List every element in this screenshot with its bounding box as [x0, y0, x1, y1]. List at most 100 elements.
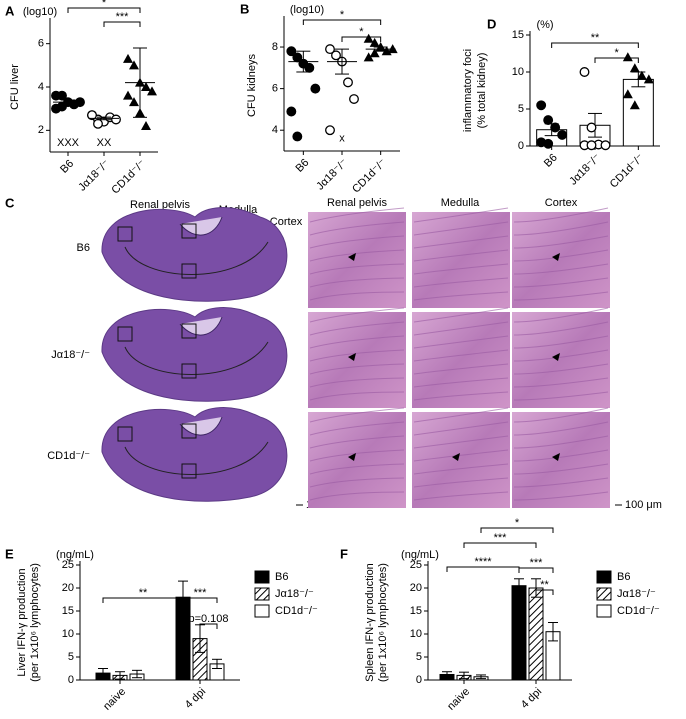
tissue-fiber — [413, 407, 509, 423]
tissue-fiber — [513, 449, 609, 462]
tissue-fiber — [513, 491, 609, 501]
column-label: Medulla — [441, 197, 480, 209]
region-box — [117, 226, 133, 242]
panel-letter: B — [240, 1, 249, 16]
tissue-fiber — [413, 277, 509, 288]
x-tick-label: B6 — [294, 157, 312, 175]
significance-label: ** — [591, 32, 600, 44]
legend-label: B6 — [275, 571, 288, 583]
legend-swatch — [254, 604, 270, 618]
data-point — [369, 48, 380, 58]
y-tick-label: 25 — [410, 559, 422, 571]
y-tick-label: 8 — [272, 41, 278, 53]
y-axis-label: CFU liver — [9, 64, 21, 110]
data-point — [543, 138, 554, 149]
legend-label: Jα18⁻/⁻ — [275, 588, 314, 600]
tissue-fiber — [513, 235, 609, 249]
region-box — [181, 263, 197, 279]
data-point — [57, 101, 67, 112]
panel-letter: A — [5, 3, 15, 18]
tissue-fiber — [309, 277, 405, 288]
legend-label: Jα18⁻/⁻ — [617, 588, 656, 600]
tissue-fiber — [413, 321, 509, 336]
tissue-fiber — [413, 391, 509, 401]
y-tick-label: 15 — [410, 605, 422, 617]
row-label: B6 — [77, 242, 90, 254]
tissue-fiber — [513, 321, 609, 336]
legend-swatch — [254, 587, 270, 601]
legend-swatch — [596, 570, 612, 584]
tissue-fiber — [309, 263, 405, 275]
significance-label: * — [102, 0, 107, 9]
x-tick-label: CD1d⁻/⁻ — [350, 157, 389, 196]
region-box — [181, 223, 197, 239]
significance-label: p=0.108 — [188, 613, 228, 625]
data-point — [141, 82, 151, 91]
arrowhead — [552, 353, 560, 361]
significance-bracket — [518, 567, 554, 573]
kidney — [101, 207, 288, 302]
y-tick-label: 5 — [416, 651, 422, 663]
y-axis-label: Spleen IFN-γ production — [364, 563, 376, 682]
column-label: Cortex — [545, 197, 578, 209]
tissue-fiber — [309, 221, 405, 236]
x-tick-label: B6 — [58, 158, 76, 176]
y-tick-label: 5 — [518, 103, 524, 115]
data-point — [123, 53, 133, 63]
legend-swatch — [254, 570, 270, 584]
significance-bracket — [594, 57, 639, 63]
tissue-fiber — [413, 363, 509, 375]
significance-bracket — [535, 589, 554, 595]
arrowhead — [348, 253, 356, 261]
tissue-fiber — [309, 321, 405, 336]
column-label: Renal pelvis — [327, 197, 387, 209]
pelvis — [179, 416, 223, 436]
y-axis-label: CFU kidneys — [246, 54, 258, 117]
y-tick-label: 15 — [512, 29, 524, 41]
unit-label: (log10) — [290, 4, 324, 16]
y-axis-label: Liver IFN-γ production — [16, 568, 28, 676]
data-point — [550, 122, 561, 133]
kidney-label: Renal pelvis — [130, 199, 190, 211]
y-tick-label: 4 — [38, 81, 44, 93]
y-tick-label: 5 — [68, 651, 74, 663]
significance-bracket — [103, 21, 141, 27]
data-point — [629, 63, 640, 73]
significance-bracket — [551, 42, 639, 48]
y-axis-label: (per 1x10⁶ lymphocytes) — [377, 563, 389, 682]
x-tick-label: CD1d⁻/⁻ — [109, 158, 148, 197]
data-point — [343, 77, 353, 88]
tissue-fiber — [309, 491, 405, 501]
tissue-fiber — [513, 363, 609, 375]
tissue-fiber — [309, 349, 405, 362]
data-point — [636, 70, 647, 80]
arrowhead — [452, 453, 460, 461]
significance-label: *** — [194, 587, 208, 599]
scale-label: 100 μm — [625, 499, 662, 511]
bar — [528, 587, 544, 681]
significance-label: * — [615, 47, 620, 59]
tissue-fiber — [413, 421, 509, 436]
tissue-fiber — [413, 477, 509, 488]
tissue-fiber — [413, 291, 509, 301]
data-point — [363, 33, 374, 43]
tissue-fiber — [513, 207, 609, 223]
panel-letter: E — [5, 546, 14, 561]
row-label: CD1d⁻/⁻ — [47, 450, 90, 462]
tissue-fiber — [413, 349, 509, 362]
y-axis-label: inflammatory foci — [462, 49, 474, 132]
y-tick-label: 10 — [512, 66, 524, 78]
tissue-fiber — [309, 463, 405, 475]
tissue-fiber — [513, 421, 609, 436]
tissue-fiber — [309, 207, 405, 223]
y-tick-label: 4 — [272, 124, 278, 136]
data-point — [622, 52, 633, 62]
data-point — [331, 50, 341, 61]
data-point — [141, 121, 151, 130]
tissue-fiber — [309, 249, 405, 262]
arrowhead — [348, 353, 356, 361]
data-point — [304, 62, 315, 73]
legend-label: CD1d⁻/⁻ — [617, 605, 660, 617]
significance-label: ** — [540, 579, 549, 591]
significance-bracket — [182, 597, 218, 603]
